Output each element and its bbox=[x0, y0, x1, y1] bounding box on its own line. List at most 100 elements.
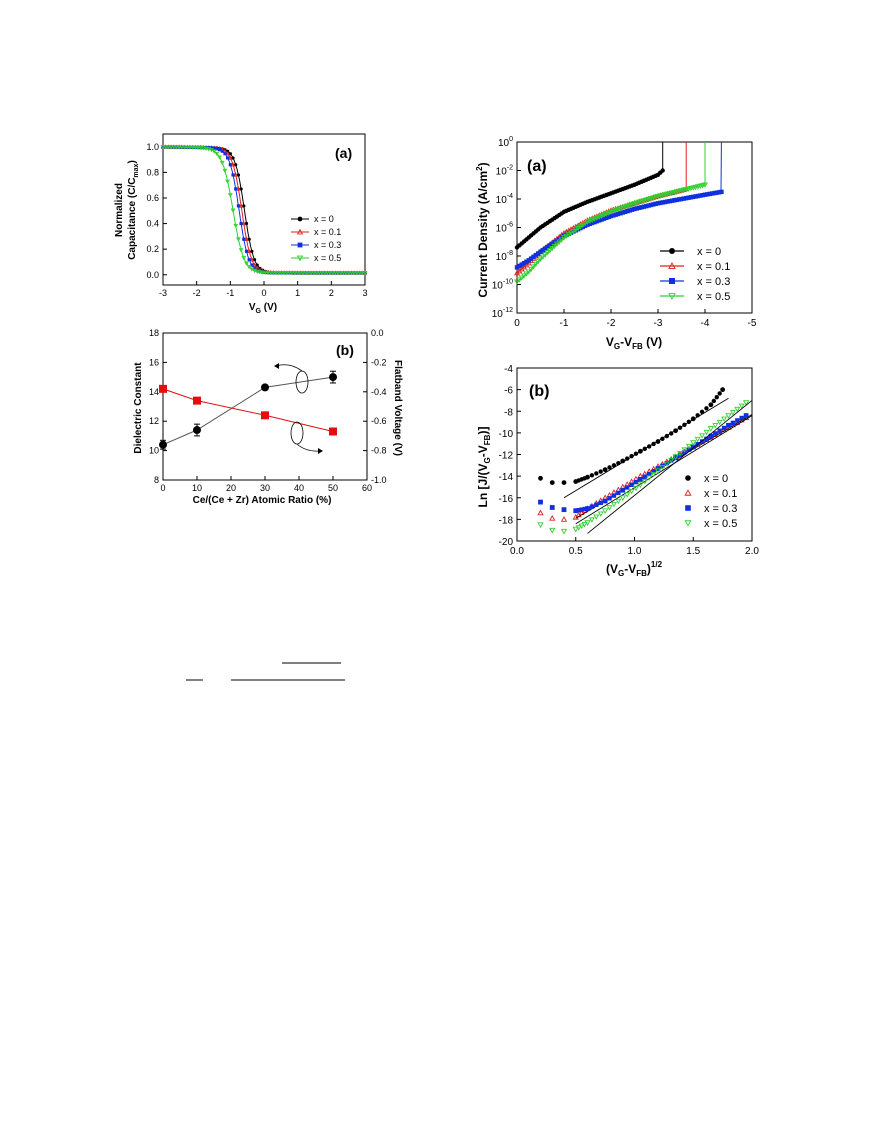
cap-y-tick-label: 1.0 bbox=[146, 142, 159, 152]
lnj-data-point bbox=[594, 502, 599, 507]
lnj-data-point bbox=[537, 509, 544, 516]
jd-y-tick-label: 100 bbox=[498, 136, 513, 149]
jd-data-point bbox=[641, 204, 647, 209]
jd-data-point bbox=[669, 198, 675, 203]
dk-y-tick-label-right: -0.6 bbox=[371, 416, 387, 426]
jd-data-point bbox=[582, 221, 589, 227]
jd-data-point bbox=[523, 271, 530, 277]
cap-data-point bbox=[244, 249, 249, 253]
cap-legend-marker bbox=[296, 228, 304, 235]
lnj-data-point bbox=[593, 514, 600, 520]
lnj-data-point bbox=[711, 398, 717, 404]
jd-data-point bbox=[596, 214, 603, 220]
lnj-data-point bbox=[721, 425, 727, 431]
jd-data-point bbox=[695, 193, 701, 199]
cap-data-point bbox=[214, 151, 220, 157]
jd-data-point bbox=[615, 207, 622, 213]
jd-data-point bbox=[702, 182, 708, 188]
lnj-y-tick-label: -6 bbox=[504, 386, 513, 397]
jd-data-point bbox=[577, 224, 584, 230]
capacitance-chart: -3 -2 -1 0 1 2 3 0.0 0.2 0.4 0.6 0.8 1.0 x = 0 x = 0.1… bbox=[146, 133, 368, 298]
jd-data-point bbox=[528, 266, 535, 273]
jd-data-point bbox=[589, 217, 596, 223]
jd-data-point bbox=[627, 208, 632, 213]
jd-data-point bbox=[518, 275, 525, 281]
cap-data-point bbox=[239, 187, 243, 191]
lnj-data-point bbox=[704, 406, 709, 411]
jd-data-point bbox=[532, 261, 539, 268]
jd-data-point bbox=[554, 238, 560, 243]
jd-data-point bbox=[573, 228, 578, 233]
jd-data-point bbox=[655, 201, 661, 206]
jd-data-point bbox=[594, 219, 600, 224]
jd-data-point bbox=[618, 211, 623, 216]
lnj-data-point bbox=[560, 528, 568, 535]
cap-data-point bbox=[227, 193, 233, 198]
cap-x-tick-label: 1 bbox=[295, 288, 300, 298]
jd-data-point bbox=[638, 198, 645, 205]
jd-data-point bbox=[612, 207, 619, 214]
jd-legend-marker bbox=[669, 248, 675, 254]
cap-data-point bbox=[343, 271, 349, 276]
lnj-data-point bbox=[572, 526, 579, 533]
cap-data-point bbox=[284, 271, 290, 276]
cap-x-tick-label: 2 bbox=[329, 288, 334, 298]
dk-ylabel-right: Flatband Voltage (V) bbox=[392, 360, 403, 456]
lnj-data-point bbox=[703, 429, 710, 436]
dk-y-tick-label-left: 12 bbox=[149, 416, 159, 426]
lnj-data-point bbox=[549, 480, 555, 486]
cap-data-point bbox=[276, 271, 282, 276]
jd-data-point bbox=[646, 203, 651, 208]
cap-data-point bbox=[333, 271, 338, 276]
cap-data-point bbox=[289, 271, 295, 276]
jd-legend-label: x = 0.1 bbox=[697, 261, 730, 273]
jd-data-point bbox=[622, 209, 628, 215]
dk-y-tick-label-right: 0.0 bbox=[371, 328, 384, 338]
lnj-ylabel: Ln [J/(VG-VFB)] bbox=[476, 427, 492, 508]
lnj-data-point bbox=[725, 413, 732, 419]
lnj-data-point bbox=[650, 472, 657, 478]
jd-data-point bbox=[650, 195, 657, 201]
jd-data-point bbox=[565, 232, 572, 238]
jd-data-point bbox=[610, 208, 617, 215]
lnj-data-point bbox=[646, 475, 653, 481]
lnj-data-point bbox=[730, 420, 736, 426]
jd-data-point bbox=[716, 190, 722, 195]
jd-data-point bbox=[540, 247, 546, 253]
lnj-data-point bbox=[537, 522, 544, 529]
cap-data-point bbox=[222, 168, 228, 174]
lnj-data-point bbox=[578, 523, 585, 529]
jd-legend-marker bbox=[669, 278, 675, 284]
jd-data-point bbox=[563, 233, 570, 240]
lnj-data-point bbox=[646, 471, 652, 477]
jd-data-point bbox=[665, 199, 670, 204]
jd-data-point bbox=[561, 235, 567, 241]
jd-data-point bbox=[611, 213, 616, 218]
dk-x-tick-label: 30 bbox=[260, 483, 270, 493]
jd-data-point bbox=[658, 200, 663, 206]
jd-data-point bbox=[598, 213, 605, 219]
dk-annotation-arrow bbox=[296, 443, 321, 452]
cap-data-point bbox=[192, 145, 198, 150]
lnj-data-point bbox=[664, 460, 670, 466]
jd-data-point bbox=[593, 215, 600, 221]
cap-data-point bbox=[187, 145, 193, 150]
lnj-fit-line bbox=[587, 400, 753, 534]
dk-x-tick-label: 10 bbox=[192, 483, 202, 493]
cap-data-point bbox=[179, 145, 185, 150]
jd-data-point bbox=[714, 190, 719, 195]
lnj-data-point bbox=[669, 458, 674, 463]
cap-data-point bbox=[241, 256, 247, 261]
cap-y-tick-label: 0.0 bbox=[146, 270, 159, 280]
cap-data-point bbox=[212, 146, 216, 150]
jd-data-point bbox=[674, 197, 679, 203]
lnj-legend-label: x = 0.3 bbox=[704, 503, 737, 515]
jd-x-tick-label: -1 bbox=[560, 318, 569, 329]
cap-data-point bbox=[238, 248, 244, 253]
cap-data-point bbox=[262, 270, 268, 276]
jd-data-point bbox=[633, 200, 640, 206]
jd-data-point bbox=[693, 194, 698, 199]
jd-data-point bbox=[619, 205, 626, 211]
cap-data-point bbox=[160, 145, 166, 150]
jd-data-point bbox=[604, 215, 609, 221]
